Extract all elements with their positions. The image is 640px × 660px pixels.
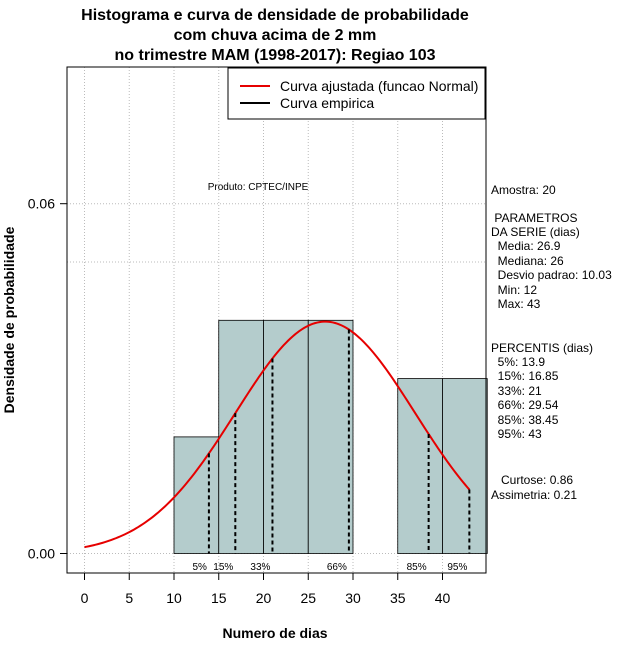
stat-amostra: Amostra: 20	[491, 183, 556, 197]
histogram-bar	[173, 436, 220, 554]
x-tick-label: 30	[345, 590, 361, 606]
y-tick-label: 0.00	[28, 546, 55, 562]
chart-title-line-3: no trimestre MAM (1998-2017): Regiao 103	[114, 47, 436, 64]
stat-p66: 66%: 29.54	[491, 398, 559, 412]
legend-label-fit: Curva ajustada (funcao Normal)	[280, 78, 478, 94]
percentile-label: 15%	[213, 562, 233, 573]
x-axis-title: Numero de dias	[222, 625, 327, 641]
stat-curtose: Curtose: 0.86	[491, 473, 574, 487]
percentile-label: 5%	[192, 562, 207, 573]
x-tick-label: 40	[435, 590, 451, 606]
stat-media: Media: 26.9	[491, 239, 561, 253]
stat-p15: 15%: 16.85	[491, 369, 559, 383]
x-tick-label: 35	[390, 590, 406, 606]
stat-assimetria: Assimetria: 0.21	[491, 488, 578, 502]
chart-title-line-2: com chuva acima de 2 mm	[173, 27, 377, 44]
stat-p5: 5%: 13.9	[491, 355, 546, 369]
x-tick-label: 20	[256, 590, 272, 606]
histogram-bar	[263, 319, 309, 554]
percentile-label: 33%	[250, 562, 270, 573]
fit-curve-line	[84, 320, 471, 549]
stat-p95: 95%: 43	[491, 427, 542, 441]
histogram-bar	[397, 378, 443, 554]
stat-min: Min: 12	[491, 283, 538, 297]
legend-label-empirical: Curva empirica	[280, 95, 374, 111]
stat-param-title-2: DA SERIE (dias)	[491, 225, 580, 239]
stat-max: Max: 43	[491, 297, 541, 311]
x-tick-label: 5	[125, 590, 133, 606]
x-tick-label: 25	[300, 590, 316, 606]
x-tick-label: 15	[211, 590, 227, 606]
chart-title-line-1: Histograma e curva de densidade de proba…	[81, 7, 469, 24]
legend-box	[227, 67, 486, 120]
x-tick-label: 10	[166, 590, 182, 606]
percentile-label: 95%	[447, 562, 467, 573]
annotation-produto: Produto: CPTEC/INPE	[208, 182, 309, 193]
percentile-label: 66%	[327, 562, 347, 573]
y-tick-label: 0.06	[28, 196, 55, 212]
stat-percentis-title: PERCENTIS (dias)	[491, 341, 594, 355]
stat-p85: 85%: 38.45	[491, 413, 559, 427]
stat-desvio-padrao: Desvio padrao: 10.03	[491, 268, 612, 282]
histogram-bar	[218, 319, 264, 554]
stat-mediana: Mediana: 26	[491, 254, 564, 268]
x-tick-label: 0	[81, 590, 89, 606]
percentile-label: 85%	[407, 562, 427, 573]
stat-param-title-1: PARAMETROS	[491, 211, 578, 225]
y-axis-title: Densidade de probabilidade	[1, 226, 17, 413]
stat-p33: 33%: 21	[491, 384, 542, 398]
histogram-bar	[307, 319, 354, 554]
histogram-bar	[442, 378, 488, 554]
